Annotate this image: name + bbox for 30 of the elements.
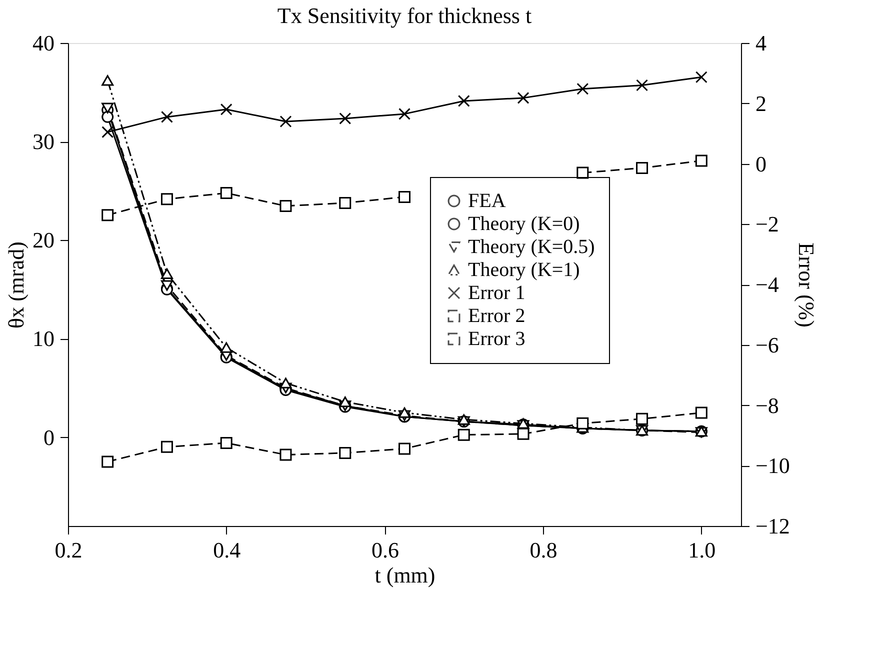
x-tick-label: 0.8 (530, 538, 558, 562)
y-tick-label: 30 (32, 129, 54, 154)
y-tick-label: 0 (44, 424, 54, 450)
y2-axis-title: Error (%) (794, 242, 819, 328)
legend-label: Error 2 (468, 305, 526, 327)
x-tick-label: 1.0 (688, 538, 716, 562)
legend-label: Theory (K=0) (468, 213, 580, 235)
x-tick-label: 0.6 (371, 538, 399, 562)
chart-title: Tx Sensitivity for thickness t (277, 3, 532, 28)
x-tick-label: 0.2 (54, 538, 82, 562)
legend-label: Error 3 (468, 328, 526, 350)
y2-tick-label: 0 (756, 151, 766, 176)
y-tick-label: 10 (32, 326, 54, 352)
y2-tick-label: −2 (756, 212, 779, 237)
y-axis-title: θx (mrad) (4, 242, 28, 328)
y-tick-label: 20 (32, 228, 54, 253)
x-tick-label: 0.4 (213, 538, 241, 562)
y2-tick-label: −6 (756, 332, 779, 358)
y2-tick-label: 4 (756, 30, 766, 56)
legend-label: Theory (K=0.5) (468, 236, 595, 258)
legend-label: FEA (468, 190, 506, 212)
y2-tick-label: −10 (756, 453, 790, 478)
y-tick-label: 40 (32, 30, 54, 56)
y2-tick-label: −8 (756, 392, 779, 418)
x-axis-title: t (mm) (374, 562, 436, 588)
y2-tick-label: −12 (756, 514, 790, 538)
y2-tick-label: −4 (756, 272, 779, 297)
y2-tick-label: 2 (756, 90, 766, 116)
legend-label: Theory (K=1) (468, 259, 580, 281)
legend-label: Error 1 (468, 282, 526, 304)
